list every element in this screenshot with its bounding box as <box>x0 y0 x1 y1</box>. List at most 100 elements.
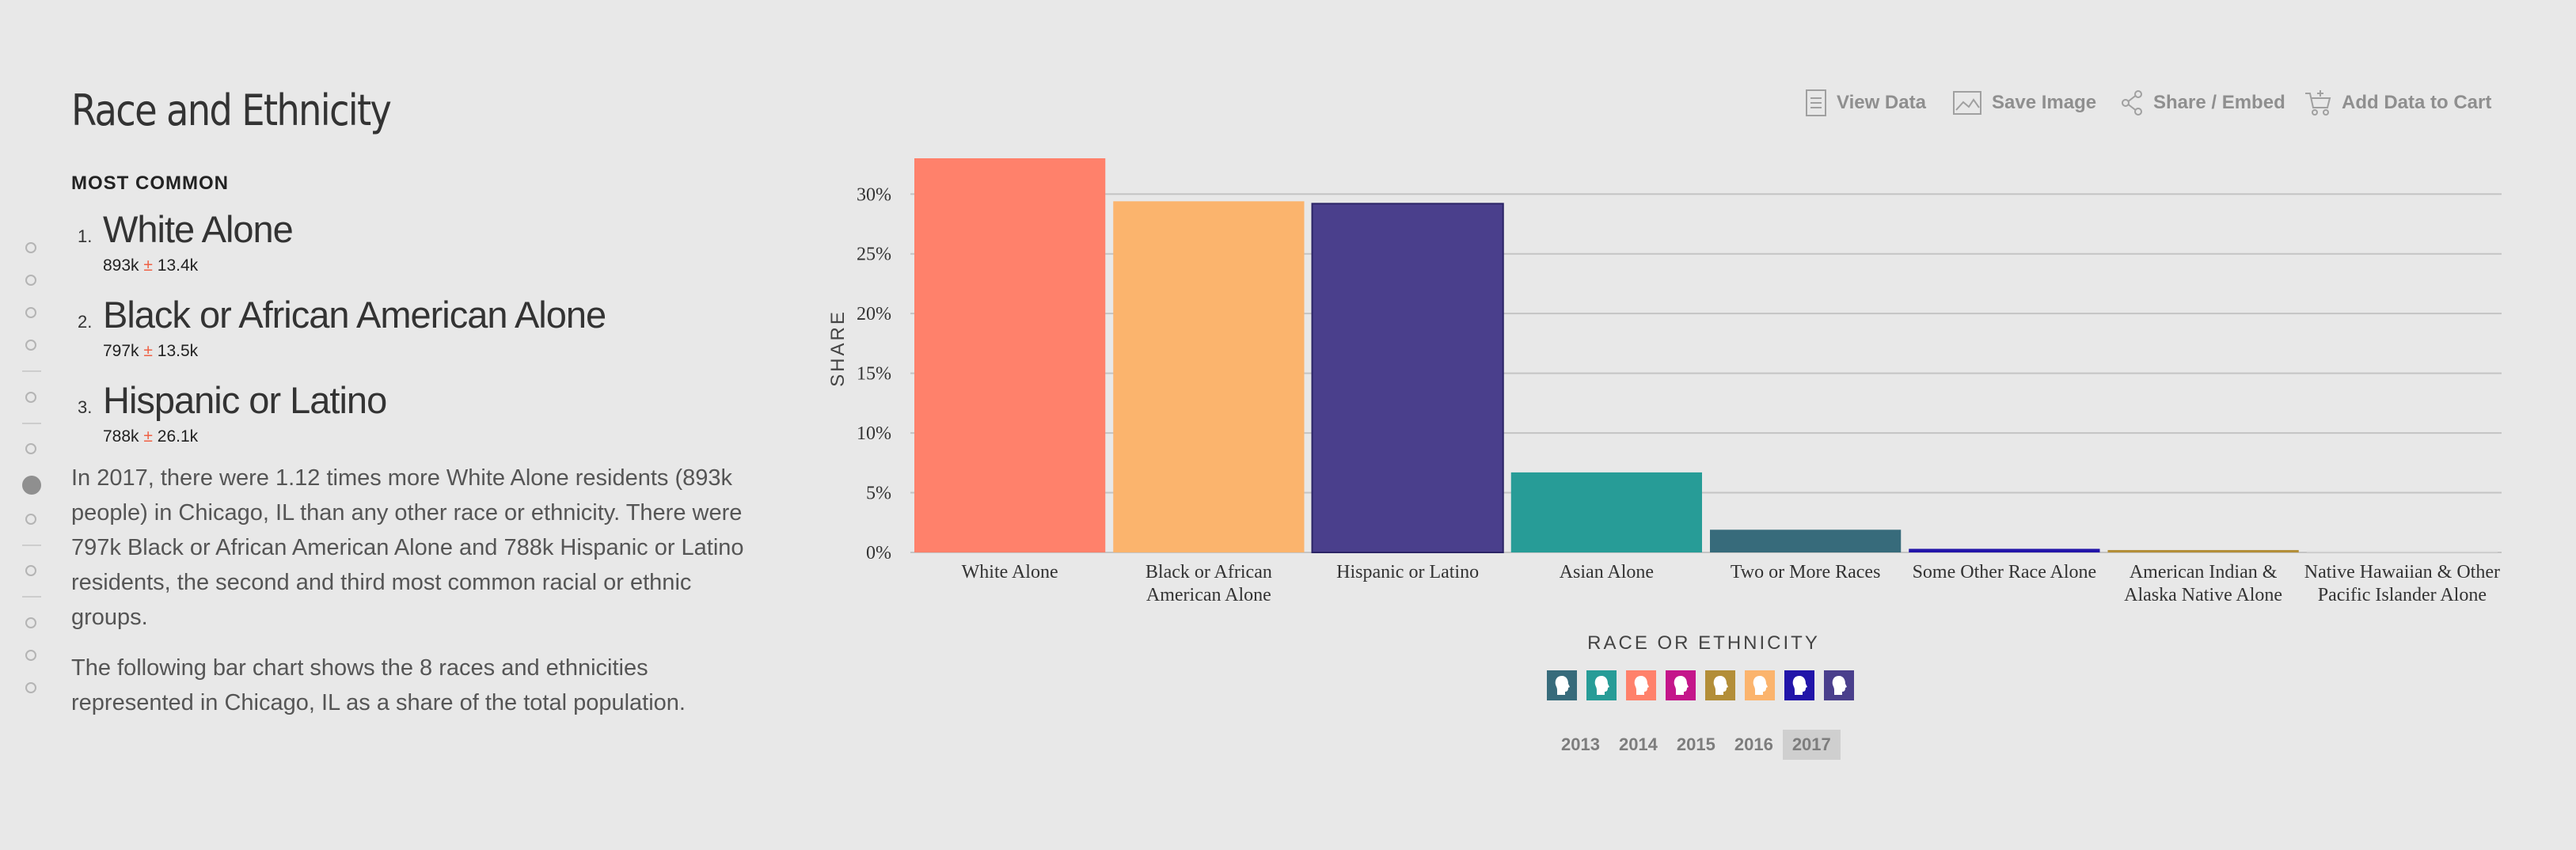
swatch-white[interactable] <box>1624 669 1658 702</box>
x-axis-title: RACE OR ETHNICITY <box>1587 632 1820 654</box>
cart-icon <box>2305 90 2331 116</box>
rank-name: White Alone <box>103 208 294 250</box>
share-icon <box>2122 90 2142 116</box>
year-button-2013[interactable]: 2013 <box>1561 734 1600 754</box>
add-to-cart-button[interactable]: Add Data to Cart <box>2304 87 2491 119</box>
most-common-heading: MOST COMMON <box>71 173 229 194</box>
rank-number: 2. <box>78 312 93 332</box>
section-nav-dot[interactable] <box>25 682 36 693</box>
section-nav-dot[interactable] <box>25 650 36 661</box>
y-axis-title: SHARE <box>827 309 849 387</box>
plus-minus-sign: ± <box>143 256 153 275</box>
rank-value: 893k <box>103 256 139 275</box>
rank-number: 3. <box>78 397 93 417</box>
image-icon <box>1953 91 1981 115</box>
x-category-label: Some Other Race Alone <box>1913 562 2097 582</box>
chart-bar[interactable] <box>1510 472 1702 552</box>
rank-value: 797k <box>103 342 139 360</box>
rank-value: 788k <box>103 427 139 446</box>
section-nav-divider <box>22 370 41 372</box>
x-category-label: Black or African American Alone <box>1146 562 1272 605</box>
chart-bar[interactable] <box>914 158 1106 552</box>
chart-bar[interactable] <box>1909 548 2100 552</box>
save-image-button[interactable]: Save Image <box>1952 87 2096 119</box>
person-head-icon <box>1792 676 1807 695</box>
chart-bars <box>914 158 2498 553</box>
section-nav-dot[interactable] <box>25 307 36 318</box>
section-nav-dot[interactable] <box>25 514 36 525</box>
rank-stat: 788k ± 26.1k <box>103 427 198 446</box>
section-nav-dot-active[interactable] <box>22 476 41 495</box>
swatch-hispanic[interactable] <box>1822 669 1856 702</box>
y-tick-label: 10% <box>857 423 891 444</box>
section-nav-dot[interactable] <box>25 392 36 403</box>
chart-bar[interactable] <box>1311 203 1504 553</box>
ranking-item: 3. Hispanic or Latino 788k ± 26.1k <box>71 378 752 451</box>
year-button-2014[interactable]: 2014 <box>1618 734 1658 754</box>
y-axis-ticks: 0% 5% 10% 15% 20% 25% 30% <box>857 184 891 564</box>
section-text: Race and Ethnicity MOST COMMON 1. White … <box>71 79 752 720</box>
swatch-two-or-more-races[interactable] <box>1545 669 1579 702</box>
chart-bar[interactable] <box>2107 549 2299 552</box>
description-paragraph: In 2017, there were 1.12 times more Whit… <box>71 465 744 630</box>
plus-minus-sign: ± <box>143 427 153 446</box>
section-nav-dot[interactable] <box>25 565 36 576</box>
save-image-label: Save Image <box>1992 92 2097 113</box>
document-icon <box>1806 89 1826 116</box>
person-head-icon <box>1713 676 1728 695</box>
section-title: Race and Ethnicity <box>71 85 392 135</box>
year-button-2017[interactable]: 2017 <box>1782 730 1841 760</box>
person-head-icon <box>1674 676 1689 695</box>
x-category-label: Native Hawaiian & Other Pacific Islander … <box>2304 562 2500 605</box>
plus-minus-sign: ± <box>143 342 153 360</box>
rank-moe: 26.1k <box>157 427 199 446</box>
y-tick-label: 25% <box>857 245 891 265</box>
section-nav-divider <box>22 423 41 424</box>
chart-bar[interactable] <box>2306 551 2498 553</box>
rank-name: Hispanic or Latino <box>103 379 387 421</box>
person-head-icon <box>1753 676 1768 695</box>
year-button-2015[interactable]: 2015 <box>1676 734 1715 754</box>
view-data-label: View Data <box>1837 92 1926 113</box>
chart-bar[interactable] <box>1113 201 1305 552</box>
y-tick-label: 20% <box>857 304 891 324</box>
section-nav-dot[interactable] <box>25 340 36 351</box>
section-nav-dot[interactable] <box>25 242 36 253</box>
rank-moe: 13.4k <box>157 256 199 275</box>
section-nav-divider <box>22 545 41 546</box>
chart-bar[interactable] <box>1710 529 1902 552</box>
section-nav-divider <box>22 596 41 598</box>
person-head-icon <box>1555 676 1570 695</box>
series-swatches <box>1545 669 1856 702</box>
rank-name: Black or African American Alone <box>103 294 606 336</box>
y-tick-label: 30% <box>857 184 891 205</box>
swatch-some-other-race[interactable] <box>1664 669 1697 702</box>
view-data-button[interactable]: View Data <box>1805 87 1926 119</box>
section-nav-dot[interactable] <box>25 443 36 454</box>
swatch-american-indian[interactable] <box>1704 669 1737 702</box>
x-category-label: Two or More Races <box>1731 562 1881 582</box>
year-button-2016[interactable]: 2016 <box>1734 734 1773 754</box>
section-nav-dot[interactable] <box>25 617 36 628</box>
section-nav-dot[interactable] <box>25 275 36 286</box>
person-head-icon <box>1832 676 1847 695</box>
swatch-black[interactable] <box>1743 669 1776 702</box>
y-tick-label: 15% <box>857 364 891 385</box>
y-tick-label: 0% <box>866 543 891 564</box>
person-head-icon <box>1634 676 1649 695</box>
chart-toolbar: View Data Save Image Share / Embed <box>1797 87 2510 119</box>
x-category-label: White Alone <box>962 562 1058 582</box>
rank-stat: 893k ± 13.4k <box>103 256 198 275</box>
x-category-label: Hispanic or Latino <box>1336 562 1479 582</box>
add-to-cart-label: Add Data to Cart <box>2342 92 2492 113</box>
share-embed-button[interactable]: Share / Embed <box>2120 87 2285 119</box>
x-axis-category-labels: White Alone Black or African American Alon… <box>962 562 2500 605</box>
x-category-label: American Indian & Alaska Native Alone <box>2124 562 2282 605</box>
person-head-icon <box>1594 676 1609 695</box>
share-embed-label: Share / Embed <box>2153 92 2285 113</box>
swatch-native-hawaiian[interactable] <box>1783 669 1816 702</box>
swatch-asian[interactable] <box>1585 669 1618 702</box>
ranking-item: 1. White Alone 893k ± 13.4k <box>71 207 752 280</box>
x-category-label: Asian Alone <box>1560 562 1654 582</box>
